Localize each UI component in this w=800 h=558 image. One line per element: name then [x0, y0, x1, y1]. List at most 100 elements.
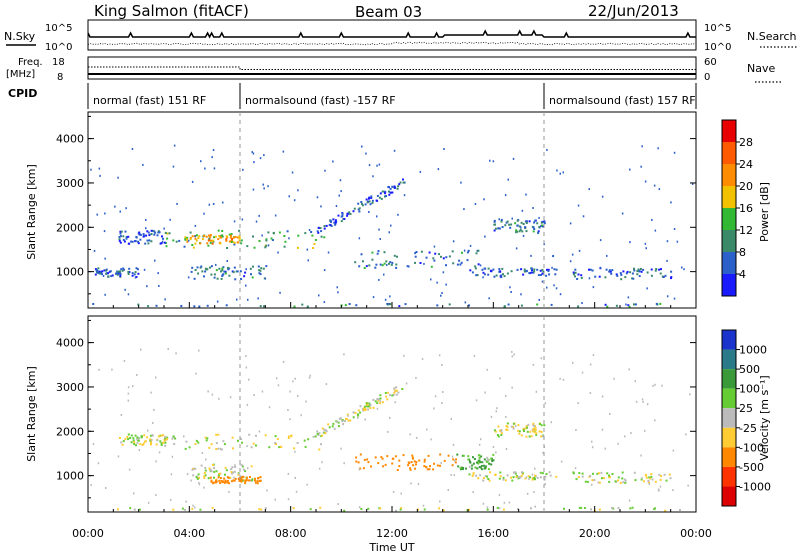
- scatter-cell: [487, 267, 490, 270]
- scatter-cell: [110, 275, 113, 278]
- scatter-cell: [346, 214, 349, 217]
- scatter-cell: [349, 419, 352, 422]
- noise-cell: [205, 458, 207, 461]
- scatter-cell: [525, 435, 528, 438]
- scatter-cell: [210, 479, 213, 482]
- scatter-cell: [127, 433, 130, 436]
- scatter-cell: [248, 433, 251, 436]
- scatter-cell: [215, 478, 218, 481]
- scatter-cell: [647, 481, 650, 484]
- scatter-cell: [482, 271, 485, 274]
- scatter-cell: [414, 252, 417, 255]
- noise-cell: [689, 393, 691, 396]
- x-tick-label: 12:00: [376, 527, 408, 540]
- scatter-cell: [389, 261, 392, 264]
- scatter-cell: [180, 305, 183, 307]
- noise-cell: [654, 229, 657, 232]
- scatter-cell: [381, 190, 384, 193]
- scatter-cell: [241, 441, 243, 444]
- scatter-cell: [454, 461, 457, 464]
- scatter-cell: [379, 507, 382, 510]
- y-tick-label: 2000: [56, 221, 84, 234]
- scatter-cell: [130, 441, 133, 444]
- noise-cell: [253, 161, 255, 164]
- noise-cell: [383, 273, 385, 276]
- scatter-cell: [105, 272, 108, 275]
- scatter-cell: [604, 303, 607, 306]
- scatter-cell: [577, 305, 580, 308]
- scatter-cell: [135, 235, 138, 238]
- scatter-cell: [572, 271, 575, 274]
- scatter-cell: [333, 427, 336, 430]
- noise-cell: [541, 280, 544, 283]
- scatter-cell: [499, 475, 502, 478]
- scatter-cell: [415, 461, 418, 464]
- scatter-cell: [196, 477, 199, 480]
- scatter-cell: [306, 305, 309, 308]
- freq-tick-top: 18: [52, 57, 65, 68]
- scatter-cell: [370, 465, 372, 468]
- scatter-cell: [150, 229, 153, 232]
- scatter-cell: [151, 434, 154, 437]
- scatter-cell: [134, 434, 137, 437]
- scatter-cell: [369, 403, 372, 406]
- scatter-cell: [492, 459, 495, 462]
- scatter-cell: [504, 224, 507, 227]
- scatter-cell: [270, 237, 273, 240]
- y-tick-label: 1000: [56, 266, 84, 279]
- noise-cell: [480, 438, 482, 441]
- scatter-cell: [530, 271, 533, 274]
- scatter-cell: [594, 275, 597, 278]
- scatter-cell: [520, 304, 523, 307]
- noise-cell: [123, 359, 126, 362]
- noise-cell: [120, 414, 123, 416]
- scatter-cell: [150, 240, 153, 243]
- scatter-cell: [338, 417, 341, 420]
- scatter-cell: [660, 268, 662, 271]
- scatter-cell: [497, 227, 500, 230]
- scatter-cell: [379, 192, 382, 195]
- scatter-cell: [105, 269, 108, 272]
- scatter-cell: [346, 212, 349, 215]
- scatter-cell: [209, 476, 212, 479]
- scatter-cell: [479, 466, 482, 469]
- noise-cell: [289, 390, 291, 393]
- scatter-cell: [664, 509, 667, 512]
- scatter-cell: [118, 239, 121, 242]
- noise-cell: [508, 501, 511, 504]
- scatter-cell: [528, 220, 531, 223]
- scatter-cell: [469, 269, 472, 272]
- scatter-cell: [413, 460, 416, 463]
- freq-panel: [87, 56, 697, 80]
- noise-cell: [403, 354, 405, 357]
- scatter-cell: [627, 304, 630, 307]
- noise-cell: [190, 479, 192, 482]
- noise-cell: [534, 505, 536, 508]
- scatter-cell: [358, 207, 361, 210]
- noise-cell: [394, 401, 396, 404]
- noise-cell: [132, 385, 134, 388]
- scatter-cell: [518, 430, 521, 433]
- scatter-cell: [189, 238, 192, 241]
- scatter-cell: [423, 460, 426, 463]
- velocity-colorbar-label: -500: [739, 461, 764, 474]
- scatter-cell: [183, 245, 186, 248]
- scatter-cell: [608, 474, 611, 477]
- noise-cell: [409, 433, 411, 436]
- scatter-cell: [219, 482, 222, 484]
- scatter-cell: [359, 405, 362, 408]
- velocity-colorbar-swatch: [722, 427, 736, 448]
- noise-cell: [589, 363, 592, 366]
- scatter-cell: [274, 442, 277, 444]
- noise-cell: [661, 384, 663, 387]
- scatter-cell: [258, 269, 261, 272]
- scatter-cell: [517, 424, 520, 427]
- noise-cell: [170, 498, 172, 501]
- noise-cell: [442, 391, 444, 393]
- noise-cell: [92, 443, 95, 446]
- scatter-cell: [510, 476, 512, 479]
- noise-cell: [167, 348, 169, 350]
- scatter-cell: [538, 430, 541, 433]
- scatter-cell: [397, 391, 400, 394]
